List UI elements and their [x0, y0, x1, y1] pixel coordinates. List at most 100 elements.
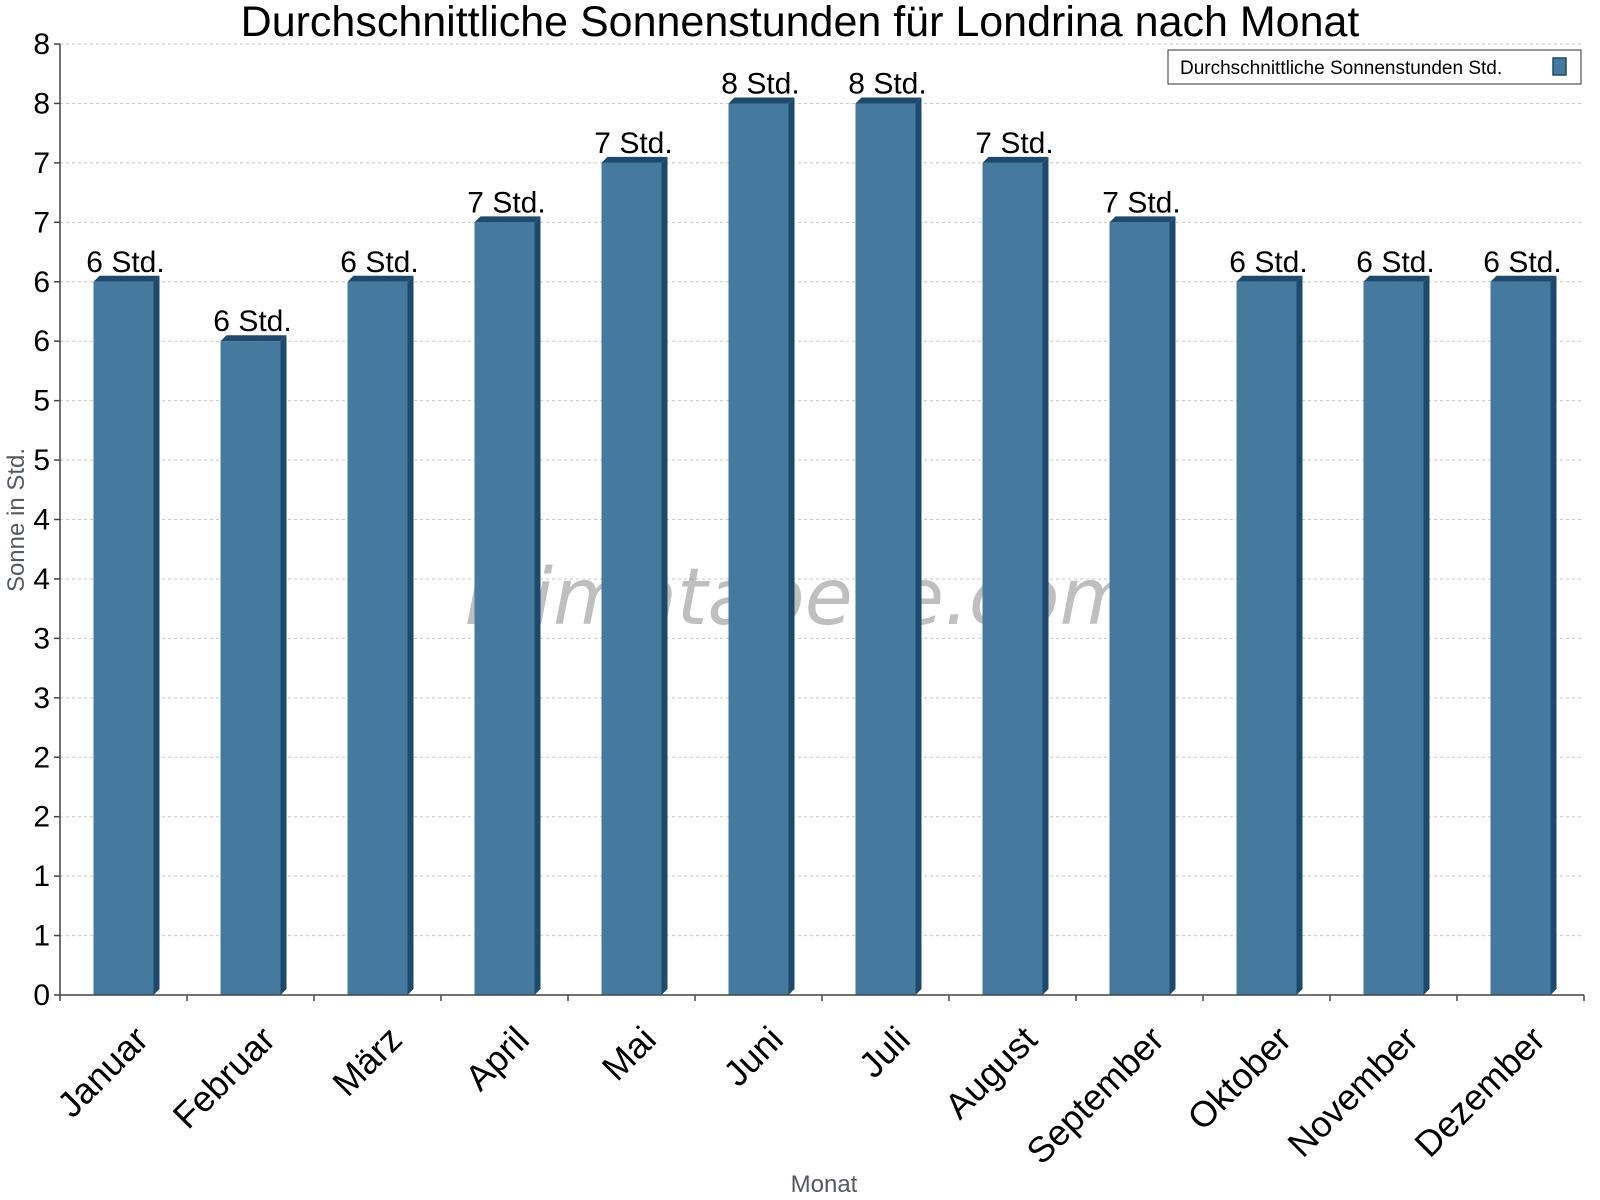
bar-face	[982, 162, 1043, 995]
y-tick-label: 4	[33, 504, 50, 537]
data-label: 8 Std.	[721, 67, 799, 100]
bar-face	[1363, 281, 1424, 995]
y-tick-label: 4	[33, 563, 50, 596]
bar-top	[1490, 275, 1557, 282]
legend-box	[1167, 49, 1582, 85]
x-tick-label: Dezember	[1406, 1018, 1552, 1164]
bar-side	[407, 275, 414, 995]
bar-side	[661, 156, 668, 995]
y-tick-label: 3	[33, 622, 50, 655]
data-label: 6 Std.	[340, 246, 418, 279]
y-tick-label: 8	[33, 28, 50, 61]
data-label: 7 Std.	[975, 127, 1053, 160]
x-tick-label: Juli	[851, 1018, 918, 1085]
bar	[347, 275, 414, 995]
bar-side	[1423, 275, 1430, 995]
bar-side	[788, 97, 795, 995]
y-tick-label: 0	[33, 979, 50, 1012]
bar	[93, 275, 160, 995]
bar	[728, 97, 795, 995]
bar	[1363, 275, 1430, 995]
bar-side	[534, 216, 541, 995]
y-tick-label: 8	[33, 87, 50, 120]
y-tick-label: 7	[33, 206, 50, 239]
bar	[1490, 275, 1557, 995]
x-tick-label: November	[1279, 1018, 1425, 1164]
data-label: 6 Std.	[86, 246, 164, 279]
bar-side	[280, 335, 287, 995]
bar	[855, 97, 922, 995]
y-tick-label: 5	[33, 385, 50, 418]
bar	[982, 156, 1049, 995]
x-tick-label: August	[937, 1018, 1045, 1126]
bar-side	[1296, 275, 1303, 995]
data-label: 8 Std.	[848, 67, 926, 100]
y-tick-label: 2	[33, 741, 50, 774]
bar-top	[601, 156, 668, 163]
bar-top	[474, 216, 541, 223]
bar-face	[1490, 281, 1551, 995]
x-tick-label: März	[324, 1018, 410, 1104]
data-label: 7 Std.	[1102, 186, 1180, 219]
bar-face	[855, 103, 916, 995]
y-tick-label: 6	[33, 325, 50, 358]
bar	[220, 335, 287, 995]
bar-face	[601, 162, 662, 995]
x-tick-label: September	[1018, 1018, 1172, 1172]
data-label: 6 Std.	[1483, 246, 1561, 279]
y-tick-label: 7	[33, 147, 50, 180]
x-tick-label: April	[457, 1018, 537, 1098]
bar-top	[982, 156, 1049, 163]
legend-swatch	[1552, 57, 1567, 76]
bar-top	[220, 335, 287, 342]
y-tick-label: 1	[33, 860, 50, 893]
bar-top	[728, 97, 795, 104]
y-tick-label: 3	[33, 682, 50, 715]
gridlines	[60, 43, 1584, 937]
bar-side	[153, 275, 160, 995]
data-label: 6 Std.	[1229, 246, 1307, 279]
bar-side	[1550, 275, 1557, 995]
y-tick-label: 2	[33, 801, 50, 834]
bar-side	[1042, 156, 1049, 995]
x-tick-label: Oktober	[1179, 1018, 1299, 1138]
x-tick-labels: Januar Februar März April Mai Juni Juli AugustS…	[49, 995, 1585, 1172]
bar-side	[1169, 216, 1176, 995]
bar	[601, 156, 668, 995]
x-axis-label: Monat	[791, 1171, 858, 1198]
x-tick-label: Januar	[49, 1018, 156, 1125]
bar	[1109, 216, 1176, 995]
legend-label: Durchschnittliche Sonnenstunden Std.	[1180, 58, 1502, 79]
bar-face	[1236, 281, 1297, 995]
bar	[474, 216, 541, 995]
data-label: 6 Std.	[1356, 246, 1434, 279]
bar-face	[728, 103, 789, 995]
bar-top	[1363, 275, 1430, 282]
bar-face	[347, 281, 408, 995]
x-tick-label: Juni	[715, 1018, 791, 1094]
legend: Durchschnittliche Sonnenstunden Std.	[1167, 49, 1582, 85]
data-labels: 6 Std. 6 Std. 6 Std. 7 Std. 7 Std. 8 Std. 8 St…	[86, 67, 1561, 338]
data-label: 7 Std.	[594, 127, 672, 160]
bar	[1236, 275, 1303, 995]
bar-side	[915, 97, 922, 995]
bar-top	[347, 275, 414, 282]
y-axis-label: Sonne in Std.	[3, 448, 30, 592]
y-tick-label: 1	[33, 920, 50, 953]
bar-face	[93, 281, 154, 995]
x-tick-label: Februar	[165, 1018, 283, 1136]
y-tick-label: 6	[33, 266, 50, 299]
bar-top	[93, 275, 160, 282]
y-tick-label: 5	[33, 444, 50, 477]
bar-face	[1109, 222, 1170, 995]
bar-top	[1109, 216, 1176, 223]
bar-top	[855, 97, 922, 104]
chart-title: Durchschnittliche Sonnenstunden für Lond…	[241, 0, 1360, 46]
x-tick-label: Mai	[594, 1018, 664, 1088]
bar-top	[1236, 275, 1303, 282]
bar-face	[220, 341, 281, 995]
y-tick-labels: 0 1 1 2 2 3 3 4 4 5 5 6 6 7 7 8 8	[33, 28, 60, 1012]
data-label: 7 Std.	[467, 186, 545, 219]
data-label: 6 Std.	[213, 305, 291, 338]
